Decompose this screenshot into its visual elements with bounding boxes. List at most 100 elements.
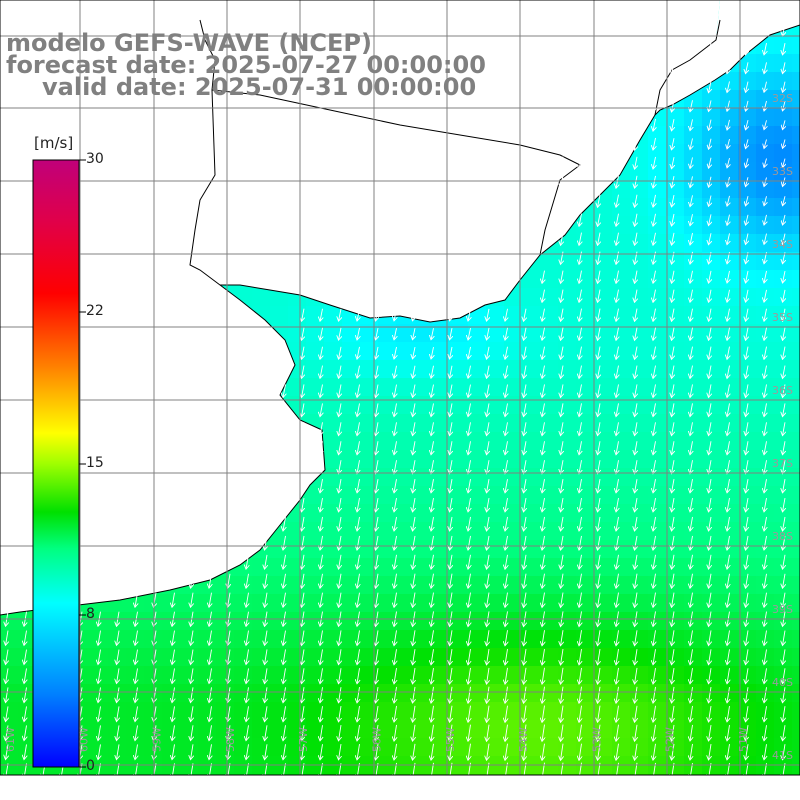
wind-arrow [764, 497, 767, 512]
wind-arrow [764, 516, 767, 531]
wind-arrow [746, 497, 749, 512]
wind-arrow [561, 497, 564, 512]
field-cell [306, 540, 325, 559]
wind-arrow [376, 384, 379, 398]
field-cell [720, 450, 739, 469]
field-cell [648, 342, 667, 361]
field-cell [288, 684, 307, 703]
field-cell [198, 774, 217, 775]
wind-arrow [653, 535, 656, 550]
field-cell [630, 270, 649, 289]
field-cell [540, 378, 559, 397]
field-cell [396, 594, 415, 613]
field-cell [432, 630, 451, 649]
field-cell [648, 306, 667, 325]
wind-arrow [413, 384, 416, 398]
field-cell [486, 396, 505, 415]
wind-arrow [357, 479, 360, 493]
field-cell [666, 648, 685, 667]
wind-arrow [357, 403, 360, 416]
field-cell [594, 216, 613, 235]
field-cell [522, 396, 541, 415]
field-cell [684, 180, 703, 199]
wind-arrow [616, 535, 619, 550]
wind-arrow [320, 422, 323, 435]
field-cell [666, 396, 685, 415]
field-cell [216, 684, 235, 703]
field-cell [756, 270, 775, 289]
field-cell [234, 720, 253, 739]
field-cell [288, 774, 307, 775]
field-cell [738, 72, 757, 91]
wind-arrow [561, 270, 564, 284]
wind-arrow [616, 365, 619, 379]
field-cell [612, 378, 631, 397]
field-cell [702, 342, 721, 361]
wind-arrow [320, 554, 323, 569]
field-cell [612, 594, 631, 613]
field-cell [414, 630, 433, 649]
field-cell [720, 90, 739, 109]
wind-arrow [172, 554, 175, 569]
wind-arrow [431, 384, 434, 398]
wind-arrow [579, 175, 582, 189]
field-cell [504, 396, 523, 415]
wind-arrow [690, 289, 693, 303]
field-cell [144, 666, 163, 685]
field-cell [450, 468, 469, 487]
field-cell [468, 540, 487, 559]
field-cell [252, 738, 271, 757]
field-cell [594, 414, 613, 433]
field-cell [630, 180, 649, 199]
field-cell [414, 576, 433, 595]
field-cell [360, 504, 379, 523]
wind-arrow [598, 384, 601, 397]
field-cell [360, 414, 379, 433]
field-cell [432, 342, 451, 361]
wind-arrow [561, 384, 564, 397]
wind-arrow [505, 346, 508, 359]
wind-arrow [709, 214, 712, 225]
wind-arrow [616, 497, 619, 512]
wind-arrow [339, 346, 342, 359]
field-cell [792, 774, 800, 775]
wind-arrow [394, 441, 397, 454]
field-cell [648, 414, 667, 433]
wind-arrow [524, 327, 527, 341]
wind-arrow [431, 422, 434, 435]
wind-arrow [339, 479, 342, 493]
wind-arrow [505, 308, 508, 321]
wind-arrow [672, 308, 675, 322]
wind-arrow [746, 460, 749, 474]
field-cell [414, 612, 433, 631]
wind-arrow [561, 118, 564, 132]
longitude-label: 55W [444, 727, 457, 752]
field-cell [414, 666, 433, 685]
field-cell [558, 558, 577, 577]
wind-arrow [635, 460, 638, 474]
wind-arrow [709, 195, 712, 207]
field-cell [720, 198, 739, 217]
field-cell [324, 486, 343, 505]
field-cell [702, 684, 721, 703]
wind-arrow [672, 61, 675, 74]
wind-arrow [357, 460, 360, 474]
field-cell [324, 414, 343, 433]
field-cell [612, 396, 631, 415]
wind-arrow [746, 308, 749, 322]
valid-date: valid date: 2025-07-31 00:00:00 [42, 73, 477, 101]
field-cell [450, 702, 469, 721]
wind-arrow [302, 516, 305, 531]
field-cell [558, 486, 577, 505]
wind-arrow [727, 214, 730, 226]
field-cell [684, 108, 703, 127]
wind-arrow [672, 346, 675, 360]
field-cell [612, 540, 631, 559]
field-cell [774, 324, 793, 343]
field-cell [0, 684, 19, 703]
field-cell [738, 108, 757, 127]
field-cell [702, 396, 721, 415]
wind-arrow [561, 213, 564, 227]
field-cell [612, 360, 631, 379]
field-cell [792, 522, 800, 541]
